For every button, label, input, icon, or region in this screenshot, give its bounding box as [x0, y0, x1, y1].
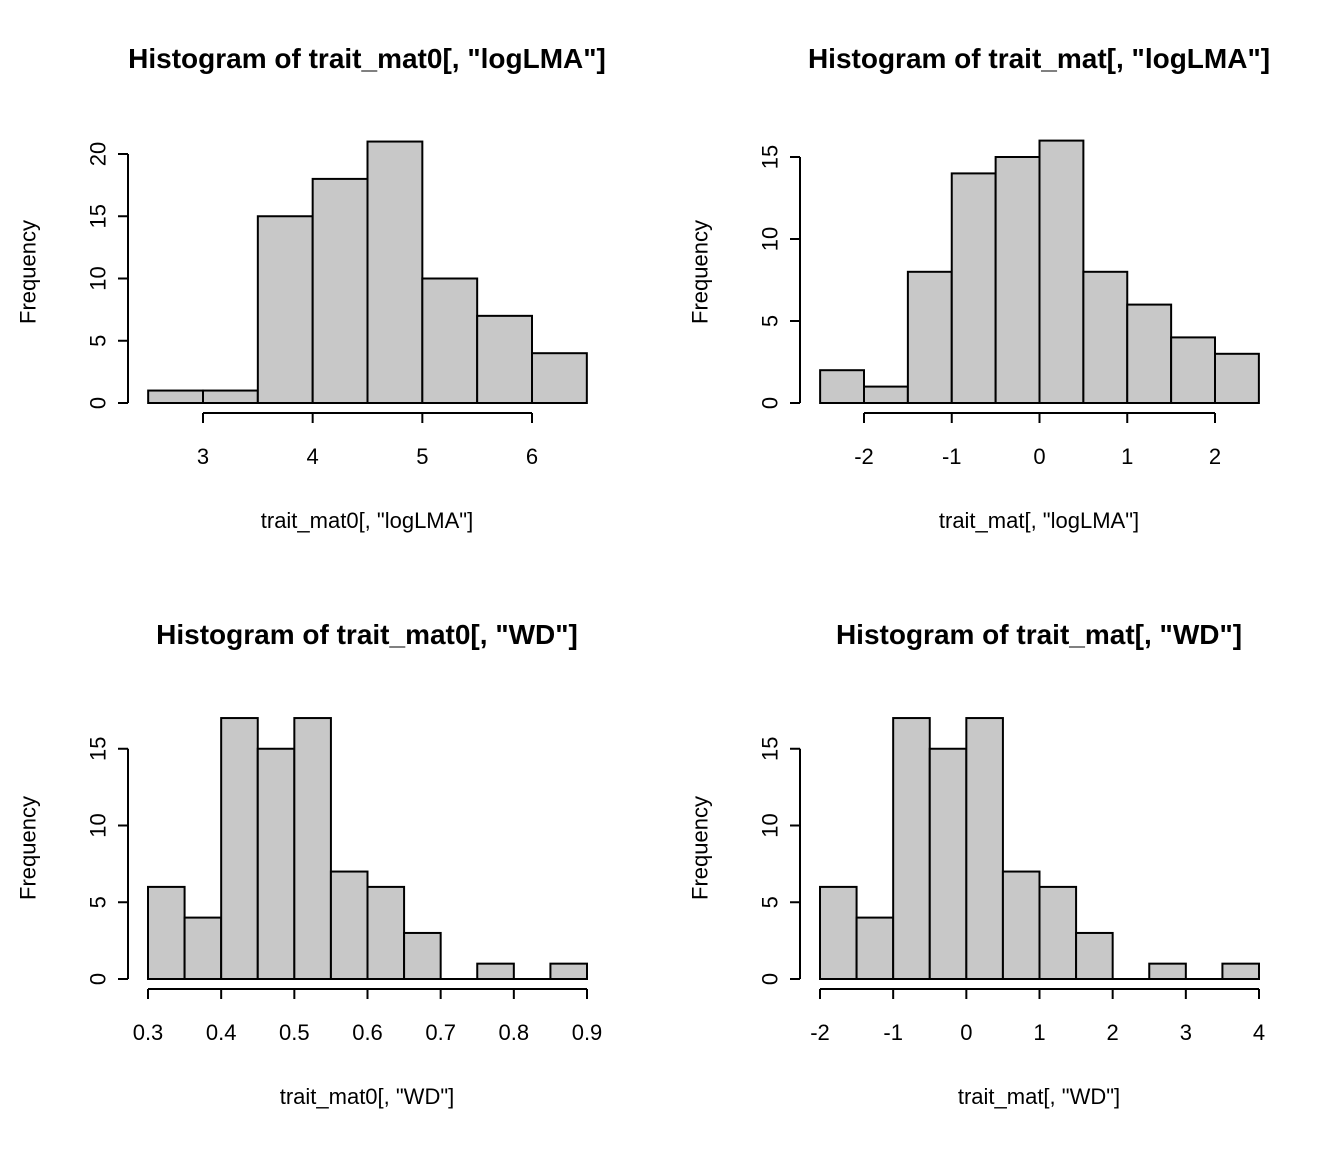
x-tick-label: 4	[1253, 1020, 1265, 1045]
histogram-bar	[994, 156, 1041, 404]
x-tick-label: 1	[1033, 1020, 1045, 1045]
histogram-bar	[366, 140, 424, 405]
histogram-panel: Histogram of trait_mat0[, "WD"] 0 5 10 15 0.3…	[16, 619, 603, 1109]
chart-title: Histogram of trait_mat[, "logLMA"]	[808, 43, 1270, 74]
y-tick-label: 15	[86, 204, 111, 228]
histogram-bar	[906, 270, 953, 404]
histogram-bar	[1038, 885, 1078, 981]
x-tick-label: -1	[942, 444, 962, 469]
histogram-bar	[1001, 870, 1041, 980]
histogram-panel: Histogram of trait_mat[, "logLMA"]051015…	[688, 43, 1271, 533]
y-tick-label: 15	[758, 737, 783, 761]
x-tick-label: 1	[1121, 444, 1133, 469]
histogram-bar	[1148, 962, 1187, 981]
x-tick-label: 5	[416, 444, 428, 469]
x-axis-title: trait_mat0[, "logLMA"]	[261, 508, 473, 533]
histogram-bar	[549, 962, 589, 981]
x-tick-label: 4	[307, 444, 319, 469]
x-tick-label: 0.3	[133, 1020, 164, 1045]
histogram-bar	[256, 747, 296, 980]
y-tick-label: 15	[758, 145, 783, 169]
histogram-bar	[863, 385, 909, 405]
y-tick-label: 5	[86, 896, 111, 908]
y-tick-label: 0	[758, 397, 783, 409]
y-tick-label: 20	[86, 142, 111, 166]
x-tick-label: 0.6	[352, 1020, 383, 1045]
chart-title: Histogram of trait_mat[, "WD"]	[836, 619, 1242, 650]
histogram-bar	[1221, 962, 1260, 981]
x-tick-label: -2	[810, 1020, 830, 1045]
x-tick-label: 0.5	[279, 1020, 310, 1045]
y-axis-title: Frequency	[688, 796, 713, 900]
y-tick-label: 10	[86, 266, 111, 290]
histogram-bar	[403, 931, 442, 981]
histogram-bar	[1075, 931, 1114, 981]
histogram-bar	[421, 277, 479, 404]
y-axis-title: Frequency	[16, 220, 41, 324]
x-tick-label: 0	[1033, 444, 1045, 469]
histogram-bar	[366, 885, 406, 981]
histogram-panel: Histogram of trait_mat0[, "logLMA"] 0 5 10 1…	[16, 43, 606, 533]
histogram-bar	[147, 885, 186, 981]
histogram-bar	[855, 916, 895, 980]
chart-title: Histogram of trait_mat0[, "WD"]	[156, 619, 578, 650]
histogram-bar	[928, 747, 968, 980]
y-axis-title: Frequency	[688, 220, 713, 324]
histogram-bar	[531, 352, 588, 405]
y-tick-label: 5	[758, 896, 783, 908]
histogram-bar	[819, 369, 865, 405]
x-axis-title: trait_mat[, "logLMA"]	[939, 508, 1139, 533]
y-tick-label: 10	[758, 813, 783, 837]
histogram-bar	[1126, 303, 1173, 405]
histogram-bar	[476, 314, 533, 405]
x-tick-label: 0	[960, 1020, 972, 1045]
histogram-bar	[476, 962, 515, 981]
histogram-bar	[183, 916, 223, 980]
histogram-bar	[1214, 352, 1260, 404]
histogram-bar	[311, 177, 369, 404]
chart-title: Histogram of trait_mat0[, "logLMA"]	[128, 43, 606, 74]
y-tick-label: 0	[86, 973, 111, 985]
x-tick-label: 3	[1180, 1020, 1192, 1045]
x-tick-label: 0.4	[206, 1020, 237, 1045]
histogram-bar	[147, 389, 205, 404]
y-tick-label: 10	[86, 813, 111, 837]
x-tick-label: 2	[1107, 1020, 1119, 1045]
histogram-bar	[220, 717, 259, 980]
y-tick-label: 0	[758, 973, 783, 985]
x-tick-label: 0.7	[425, 1020, 456, 1045]
x-axis-title: trait_mat[, "WD"]	[958, 1084, 1120, 1109]
histogram-bar	[1082, 270, 1129, 404]
y-tick-label: 0	[86, 397, 111, 409]
y-tick-label: 5	[758, 315, 783, 327]
histogram-bar	[1170, 336, 1216, 404]
histogram-bar	[1038, 139, 1085, 404]
y-tick-label: 10	[758, 227, 783, 251]
x-tick-label: 0.9	[572, 1020, 603, 1045]
histogram-bar	[892, 717, 931, 980]
x-tick-label: -1	[883, 1020, 903, 1045]
histogram-bar	[202, 389, 259, 404]
x-tick-label: 3	[197, 444, 209, 469]
y-tick-label: 15	[86, 737, 111, 761]
x-tick-label: 2	[1209, 444, 1221, 469]
x-tick-label: 0.8	[499, 1020, 530, 1045]
y-tick-label: 5	[86, 335, 111, 347]
histogram-bar	[965, 717, 1004, 980]
histogram-bar	[293, 717, 332, 980]
y-axis-title: Frequency	[16, 796, 41, 900]
x-axis-title: trait_mat0[, "WD"]	[280, 1084, 455, 1109]
histogram-bar	[950, 172, 997, 404]
x-tick-label: 6	[526, 444, 538, 469]
x-tick-label: -2	[854, 444, 874, 469]
histogram-bar	[256, 215, 314, 404]
histogram-bar	[329, 870, 369, 980]
histogram-bar	[819, 885, 858, 981]
